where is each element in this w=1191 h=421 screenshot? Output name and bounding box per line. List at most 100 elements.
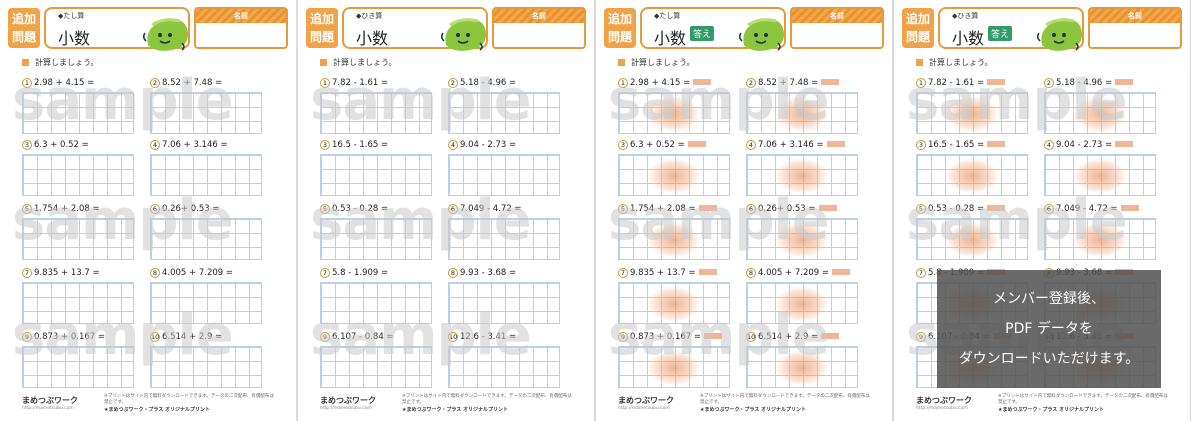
problem-text: 5.8 - 1.909 = (332, 268, 389, 278)
blurred-work (777, 351, 827, 385)
sample-watermark: sample (608, 68, 830, 133)
problem-number: 8 (746, 268, 756, 278)
problem-number: 4 (150, 140, 160, 150)
problem-number: 7 (320, 268, 330, 278)
problem-number: 9 (320, 332, 330, 342)
instruction: 計算しましょう。 (618, 57, 695, 68)
mascot-bean-icon (1036, 15, 1084, 53)
problem-6: 6 0.26+ 0.53 = (746, 204, 837, 214)
blurred-answer (832, 269, 851, 275)
blurred-answer (821, 333, 840, 339)
problem-text: 12.6 - 3.41 = (460, 332, 517, 342)
problem-number: 5 (618, 204, 628, 214)
sample-watermark: sample (906, 188, 1128, 253)
worksheet-title: 小数 (356, 29, 389, 48)
footer-note: ※プリントはサイト内で無料ダウンロードできます。データの二次配布、有償配布は禁止… (402, 394, 572, 405)
problem-text: 0.873 + 0.167 = (630, 332, 702, 342)
worksheet-title: 小数 (654, 29, 687, 48)
answer-grid (320, 92, 432, 134)
answer-grid (618, 218, 730, 260)
blurred-work (1075, 97, 1125, 131)
name-field: 名前 (1088, 7, 1182, 49)
problem-text: 0.53 - 0.28 = (928, 204, 985, 214)
footer-logo: まめつぶワーク (618, 396, 674, 405)
problem-number: 4 (746, 140, 756, 150)
sample-watermark: sample (906, 68, 1128, 133)
problem-3: 3 16.5 - 1.65 = (916, 140, 1006, 150)
name-label: 名前 (792, 9, 882, 23)
blurred-answer (987, 79, 1006, 85)
problem-text: 16.5 - 1.65 = (332, 140, 389, 150)
problem-text: 7.82 - 1.61 = (332, 78, 389, 88)
problem-7: 7 9.835 + 13.7 = (22, 268, 100, 278)
name-label: 名前 (196, 9, 286, 23)
problem-number: 2 (1044, 78, 1054, 88)
worksheet-title: 小数 (58, 29, 91, 48)
problem-text: 6.514 + 2.9 = (162, 332, 223, 342)
blurred-work (649, 223, 699, 257)
blurred-answer (826, 141, 845, 147)
footer-brand: ★まめつぶワーク・プラス オリジナルプリント (998, 407, 1105, 413)
problem-number: 7 (22, 268, 32, 278)
answer-grid (448, 346, 560, 388)
problem-8: 8 4.005 + 7.209 = (150, 268, 233, 278)
problem-text: 1.754 + 2.08 = (630, 204, 696, 214)
worksheet-2: 追加 問題 ◆ひき算 小数 名前 計算しましょう。 1 7.82 - 1.61 = 2… (298, 0, 594, 421)
problem-text: 2.98 + 4.15 = (34, 78, 95, 88)
problem-9: 9 0.873 + 0.167 = (618, 332, 723, 342)
worksheet-header: ◆たし算 小数 答え (640, 7, 786, 51)
problem-5: 5 1.754 + 2.08 = (22, 204, 100, 214)
problem-2: 2 8.52 + 7.48 = (150, 78, 222, 88)
blurred-work (777, 287, 827, 321)
problem-text: 9.93 - 3.68 = (460, 268, 517, 278)
problem-6: 6 7.049 - 4.72 = (448, 204, 522, 214)
instruction-text: 計算しましょう。 (333, 58, 397, 67)
sample-watermark: sample (608, 188, 830, 253)
operation-type: ◆ひき算 (356, 12, 383, 20)
problem-10: 10 6.514 + 2.9 = (150, 332, 222, 342)
problem-text: 9.835 + 13.7 = (630, 268, 696, 278)
problem-number: 1 (320, 78, 330, 88)
answer-grid (150, 282, 262, 324)
problem-number: 1 (22, 78, 32, 88)
problem-text: 9.835 + 13.7 = (34, 268, 100, 278)
problem-text: 5.18 - 4.96 = (1056, 78, 1113, 88)
problem-number: 10 (150, 332, 160, 342)
problem-number: 9 (618, 332, 628, 342)
instruction: 計算しましょう。 (916, 57, 993, 68)
problem-text: 7.06 + 3.146 = (162, 140, 228, 150)
problem-number: 5 (22, 204, 32, 214)
answer-grid (1044, 154, 1156, 196)
answer-grid (150, 154, 262, 196)
problem-4: 4 7.06 + 3.146 = (746, 140, 845, 150)
blurred-answer (818, 205, 837, 211)
blurred-answer (1120, 205, 1139, 211)
problem-10: 10 6.514 + 2.9 = (746, 332, 840, 342)
problem-text: 4.005 + 7.209 = (162, 268, 234, 278)
problem-4: 4 7.06 + 3.146 = (150, 140, 228, 150)
worksheet-title: 小数 (952, 29, 985, 48)
answer-grid (916, 92, 1028, 134)
footer-note: ※プリントはサイト内で無料ダウンロードできます。データの二次配布、有償配布は禁止… (998, 394, 1168, 405)
answer-grid (618, 154, 730, 196)
problem-number: 6 (448, 204, 458, 214)
problem-5: 5 1.754 + 2.08 = (618, 204, 717, 214)
problem-1: 1 7.82 - 1.61 = (320, 78, 388, 88)
answer-grid (320, 154, 432, 196)
instruction: 計算しましょう。 (320, 57, 397, 68)
bullet-square-icon (320, 59, 327, 66)
blurred-work (947, 159, 997, 193)
answer-grid (150, 92, 262, 134)
blurred-answer (1115, 79, 1134, 85)
footer-brand: ★まめつぶワーク・プラス オリジナルプリント (402, 407, 509, 413)
footer-url: http://mametsubu.com (618, 406, 670, 411)
answer-grid (916, 218, 1028, 260)
operation-type: ◆たし算 (654, 12, 681, 20)
footer-url: http://mametsubu.com (916, 406, 968, 411)
problem-2: 2 8.52 + 7.48 = (746, 78, 840, 88)
instruction-text: 計算しましょう。 (35, 58, 99, 67)
blurred-work (777, 97, 827, 131)
worksheet-header: ◆ひき算 小数 (342, 7, 488, 51)
instruction-text: 計算しましょう。 (631, 58, 695, 67)
